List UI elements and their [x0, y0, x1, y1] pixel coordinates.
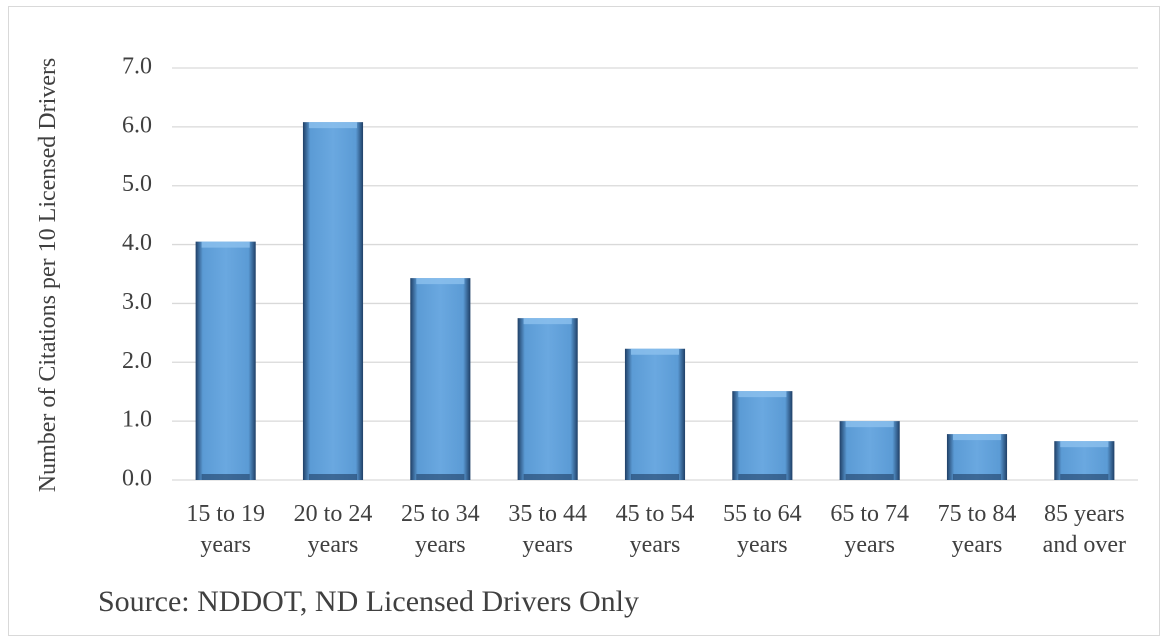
x-tick-label: 15 to 19 years	[186, 501, 265, 558]
y-tick-label: 2.0	[122, 348, 152, 374]
x-tick-label: 85 years and over	[1042, 501, 1126, 558]
y-tick-label: 4.0	[122, 230, 152, 256]
source-note: Source: NDDOT, ND Licensed Drivers Only	[98, 585, 639, 618]
bar-bevel-bottom	[308, 474, 358, 480]
bar-bevel-top	[201, 241, 250, 248]
bar	[1054, 441, 1115, 480]
chart-container: 0.0 1.0 2.0 3.0 4.0 5.0 6.0 7.0 Number of Citat…	[8, 6, 1160, 636]
bar-bevel-bottom	[416, 474, 465, 480]
y-tick-label: 1.0	[122, 407, 152, 433]
bar-bevel-top	[845, 421, 894, 428]
y-axis-label: Number of Citations per 10 Licensed Driv…	[35, 57, 61, 493]
bar-bevel-top	[738, 391, 787, 398]
bar	[410, 278, 471, 480]
x-tick-label: 25 to 34 years	[400, 501, 480, 558]
bar-bevel-top	[1060, 441, 1109, 448]
bar-bevel-bottom	[952, 474, 1002, 480]
bar-bevel-bottom	[201, 474, 250, 480]
bar	[946, 434, 1008, 480]
x-tick-label: 35 to 44 years	[508, 501, 587, 558]
y-tick-label: 5.0	[122, 171, 152, 197]
x-tick-label: 45 to 54 years	[615, 501, 695, 558]
bar-bevel-bottom	[738, 474, 787, 480]
bar-bevel-top	[416, 278, 465, 285]
bar-bevel-bottom	[845, 474, 894, 480]
bar-bevel-bottom	[630, 474, 680, 480]
bar	[839, 421, 900, 480]
x-tick-label: 55 to 64 years	[722, 501, 802, 558]
y-tick-label: 7.0	[122, 54, 152, 80]
bar	[195, 241, 256, 480]
bar-bevel-top	[630, 348, 680, 355]
bar	[624, 348, 686, 480]
bar	[517, 318, 578, 480]
bar-bevel-bottom	[523, 474, 572, 480]
bar	[302, 122, 364, 481]
x-tick-label: 65 to 74 years	[830, 501, 909, 558]
x-tick-label: 75 to 84 years	[937, 501, 1017, 558]
bar-bevel-top	[308, 122, 358, 129]
bar-bevel-bottom	[1060, 474, 1109, 480]
bar-bevel-top	[952, 434, 1002, 441]
y-tick-label: 0.0	[122, 466, 152, 492]
bar	[732, 391, 793, 480]
y-tick-label: 3.0	[122, 289, 152, 315]
x-tick-label: 20 to 24 years	[293, 501, 373, 558]
y-tick-label: 6.0	[122, 112, 152, 138]
chart: 0.0 1.0 2.0 3.0 4.0 5.0 6.0 7.0	[122, 54, 1138, 492]
bar-bevel-top	[523, 318, 572, 325]
